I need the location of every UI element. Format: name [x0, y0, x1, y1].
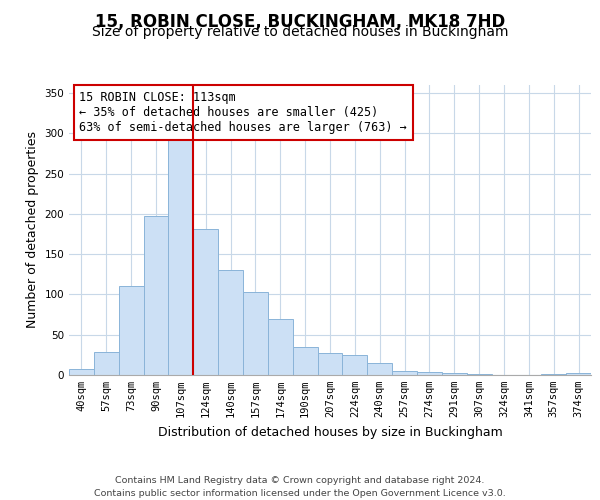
Y-axis label: Number of detached properties: Number of detached properties	[26, 132, 39, 328]
Bar	[119, 286, 143, 375]
Bar	[193, 229, 218, 375]
Bar	[392, 371, 417, 375]
Bar	[566, 374, 591, 375]
Bar	[169, 139, 193, 375]
Bar	[243, 292, 268, 375]
Bar	[467, 374, 491, 375]
Bar	[541, 374, 566, 375]
Text: 15, ROBIN CLOSE, BUCKINGHAM, MK18 7HD: 15, ROBIN CLOSE, BUCKINGHAM, MK18 7HD	[95, 12, 505, 30]
Bar	[218, 270, 243, 375]
Bar	[268, 318, 293, 375]
Bar	[143, 216, 169, 375]
Text: 15 ROBIN CLOSE: 113sqm
← 35% of detached houses are smaller (425)
63% of semi-de: 15 ROBIN CLOSE: 113sqm ← 35% of detached…	[79, 91, 407, 134]
Bar	[417, 372, 442, 375]
Text: Contains HM Land Registry data © Crown copyright and database right 2024.: Contains HM Land Registry data © Crown c…	[115, 476, 485, 485]
Bar	[367, 363, 392, 375]
Bar	[94, 352, 119, 375]
Text: Contains public sector information licensed under the Open Government Licence v3: Contains public sector information licen…	[94, 489, 506, 498]
Bar	[343, 355, 367, 375]
X-axis label: Distribution of detached houses by size in Buckingham: Distribution of detached houses by size …	[158, 426, 502, 438]
Bar	[317, 353, 343, 375]
Text: Size of property relative to detached houses in Buckingham: Size of property relative to detached ho…	[92, 25, 508, 39]
Bar	[442, 374, 467, 375]
Bar	[69, 370, 94, 375]
Bar	[293, 347, 317, 375]
